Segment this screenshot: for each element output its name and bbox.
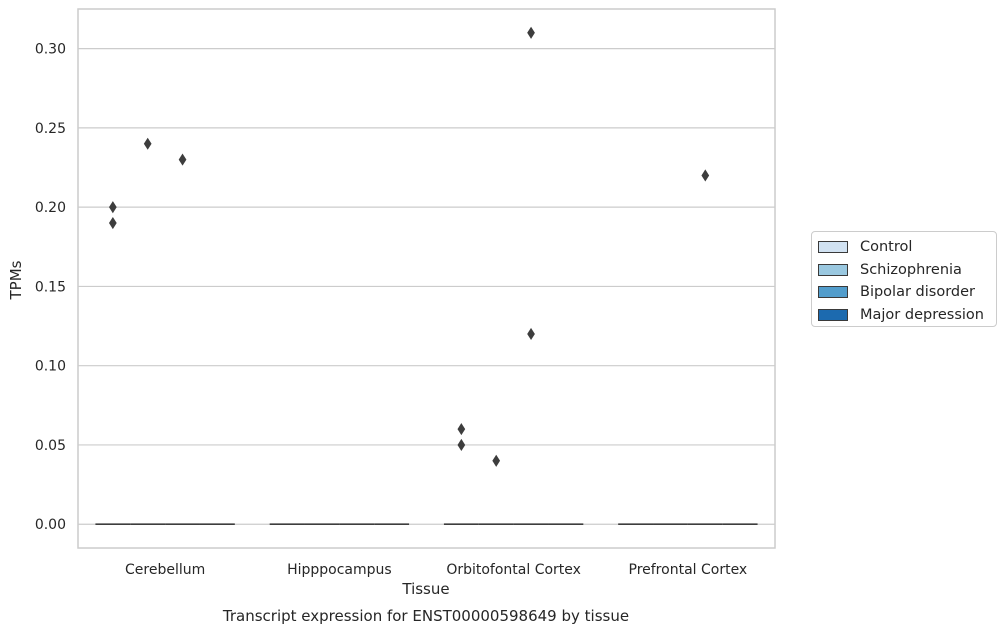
y-tick-label: 0.00: [35, 517, 66, 533]
y-tick-label: 0.30: [35, 42, 66, 58]
x-tick-label: Prefrontal Cortex: [629, 562, 748, 578]
legend-item-bipolar-disorder: Bipolar disorder: [818, 281, 990, 304]
y-tick-label: 0.10: [35, 359, 66, 375]
x-tick-labels: Cerebellum Hipppocampus Orbitofontal Corte…: [125, 562, 747, 578]
outlier-point: [143, 137, 152, 150]
outlier-point: [527, 26, 535, 39]
x-axis-label: Tissue: [401, 580, 449, 598]
legend-label-control: Control: [860, 239, 913, 256]
legend-swatch-control: [818, 241, 848, 254]
legend-label-major-depression: Major depression: [860, 306, 984, 323]
y-tick-labels: 0.00 0.05 0.10 0.15 0.20 0.25 0.30: [35, 42, 66, 534]
chart-title: Transcript expression for ENST0000059864…: [222, 607, 629, 625]
legend-item-control: Control: [818, 236, 990, 259]
y-tick-label: 0.25: [35, 121, 66, 137]
y-tick-label: 0.20: [35, 200, 66, 216]
legend-label-bipolar-disorder: Bipolar disorder: [860, 284, 975, 301]
outlier-point: [178, 153, 187, 166]
legend-label-schizophrenia: Schizophrenia: [860, 261, 962, 278]
outlier-point: [457, 438, 466, 452]
legend-item-major-depression: Major depression: [818, 304, 990, 327]
y-tick-label: 0.15: [35, 279, 66, 295]
legend-item-schizophrenia: Schizophrenia: [818, 259, 990, 282]
outlier-point: [492, 454, 501, 467]
y-gridlines: [78, 48, 775, 525]
legend-swatch-schizophrenia: [818, 263, 848, 276]
plot-frame: [77, 8, 776, 549]
outlier-point: [701, 169, 710, 182]
outlier-point: [457, 423, 466, 436]
legend-swatch-major-depression: [818, 308, 848, 321]
x-tick-label: Orbitofontal Cortex: [446, 562, 581, 578]
legend-swatch-bipolar-disorder: [818, 286, 848, 299]
y-tick-label: 0.05: [35, 438, 66, 454]
y-axis-label: TPMs: [7, 260, 25, 300]
x-tick-label: Hipppocampus: [287, 562, 392, 578]
outlier-points: [108, 26, 710, 467]
x-tick-label: Cerebellum: [125, 562, 205, 578]
outlier-point: [527, 327, 535, 341]
outlier-point: [108, 201, 117, 214]
outlier-point: [108, 216, 117, 230]
legend: Control Schizophrenia Bipolar disorder M…: [811, 231, 997, 327]
